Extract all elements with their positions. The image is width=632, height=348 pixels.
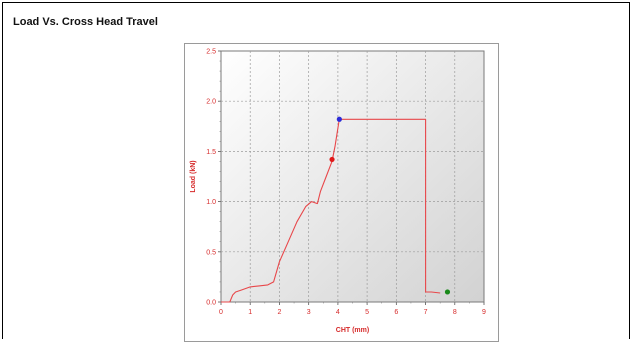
x-tick-label: 4 (336, 309, 340, 316)
x-tick-label: 7 (424, 309, 428, 316)
y-axis-label: Load (kN) (190, 160, 197, 192)
y-tick-label: 0.0 (206, 300, 216, 307)
data-marker (329, 156, 335, 163)
x-tick-label: 0 (219, 309, 223, 316)
x-tick-label: 6 (394, 309, 398, 316)
plot-area (220, 50, 485, 303)
chart-container: 0 1 2 3 4 5 6 7 8 9 0.0 0.5 1.0 1.5 2.0 2.5 Load (kN) C… (184, 43, 500, 343)
x-tick-label: 3 (307, 309, 311, 316)
x-tick-label: 1 (248, 309, 252, 316)
y-tick-label: 1.5 (206, 149, 216, 156)
section-title: Load Vs. Cross Head Travel (13, 16, 158, 28)
data-markers (329, 116, 451, 295)
y-tick-label: 1.0 (206, 199, 216, 206)
data-series (221, 118, 441, 303)
x-tick-label: 9 (482, 309, 486, 316)
report-frame: Load Vs. Cross Head Travel 0 1 2 3 4 5 6 7 8 9 0.0… (2, 2, 630, 342)
x-axis-label: CHT (mm) (336, 327, 369, 334)
y-tick-label: 2.5 (206, 49, 216, 56)
x-tick-label: 5 (365, 309, 369, 316)
y-tick-label: 2.0 (206, 99, 216, 106)
data-marker (336, 116, 342, 122)
data-marker (444, 289, 451, 295)
y-tick-label: 0.5 (206, 249, 216, 256)
x-tick-label: 8 (453, 309, 457, 316)
series-line (221, 118, 441, 303)
x-tick-label: 2 (277, 309, 281, 316)
load-vs-travel-chart: 0 1 2 3 4 5 6 7 8 9 0.0 0.5 1.0 1.5 2.0 2.5 Load (kN) C… (184, 43, 499, 342)
